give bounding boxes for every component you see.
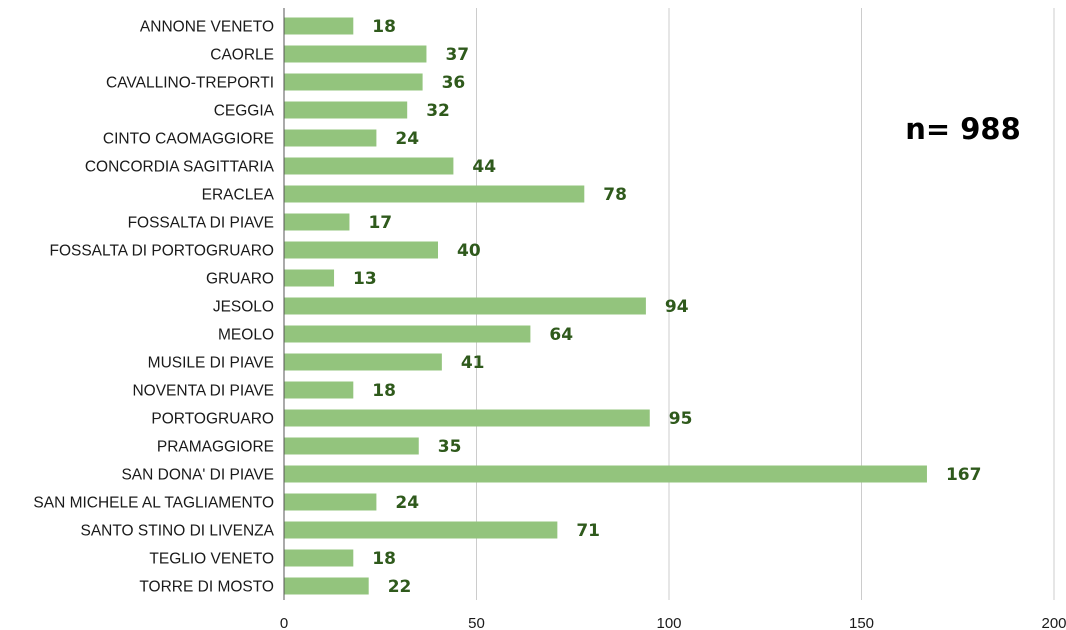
data-label: 40: [457, 241, 481, 261]
category-label: CAVALLINO-TREPORTI: [106, 75, 274, 92]
category-label: PRAMAGGIORE: [157, 439, 274, 456]
bar: [284, 549, 354, 567]
bar: [284, 241, 438, 259]
x-tick-label: 50: [468, 615, 485, 630]
category-label: CEGGIA: [214, 103, 275, 120]
category-label: SAN DONA' DI PIAVE: [121, 467, 274, 484]
data-label: 41: [461, 353, 485, 373]
category-label: TEGLIO VENETO: [149, 551, 274, 568]
data-label: 18: [372, 17, 396, 37]
bar: [284, 185, 585, 203]
category-label: FOSSALTA DI PIAVE: [128, 215, 274, 232]
data-label: 13: [353, 269, 377, 289]
category-label: FOSSALTA DI PORTOGRUARO: [49, 243, 274, 260]
x-tick-label: 100: [656, 615, 681, 630]
category-label: NOVENTA DI PIAVE: [132, 383, 274, 400]
category-label: MEOLO: [218, 327, 274, 344]
data-label: 17: [368, 213, 392, 233]
category-label: ERACLEA: [202, 187, 275, 204]
bar: [284, 101, 408, 119]
bar: [284, 73, 423, 91]
bar: [284, 17, 354, 35]
category-label: MUSILE DI PIAVE: [148, 355, 274, 372]
category-label: CAORLE: [210, 47, 274, 64]
bar: [284, 493, 377, 511]
data-label: 71: [576, 521, 600, 541]
data-labels: 18 37 36 32 24 44 78 17 40 13 94 64 41 18 95 35 167 24 71 1…: [353, 17, 981, 597]
data-label: 78: [603, 185, 627, 205]
data-label: 94: [665, 297, 689, 317]
data-label: 22: [388, 577, 412, 597]
category-label: SAN MICHELE AL TAGLIAMENTO: [33, 495, 274, 512]
category-label: TORRE DI MOSTO: [139, 579, 274, 596]
data-label: 18: [372, 381, 396, 401]
data-label: 44: [472, 157, 496, 177]
data-label: 24: [395, 493, 419, 513]
data-label: 18: [372, 549, 396, 569]
category-labels: ANNONE VENETO CAORLE CAVALLINO-TREPORTI CEG…: [33, 19, 274, 596]
data-label: 35: [438, 437, 462, 457]
category-label: JESOLO: [213, 299, 274, 316]
bar: [284, 213, 350, 231]
bar: [284, 297, 646, 315]
category-label: ANNONE VENETO: [140, 19, 274, 36]
bar: [284, 353, 442, 371]
category-label: SANTO STINO DI LIVENZA: [80, 523, 274, 540]
bar: [284, 409, 650, 427]
category-label: GRUARO: [206, 271, 274, 288]
bar: [284, 577, 369, 595]
x-axis-ticks: 0 50 100 150 200: [280, 615, 1066, 630]
x-tick-label: 0: [280, 615, 288, 630]
x-tick-label: 150: [849, 615, 874, 630]
data-label: 24: [395, 129, 419, 149]
bar: [284, 521, 558, 539]
data-label: 167: [946, 465, 982, 485]
x-tick-label: 200: [1041, 615, 1066, 630]
data-label: 32: [426, 101, 450, 121]
bar: [284, 269, 335, 287]
bars: [284, 17, 927, 595]
data-label: 37: [445, 45, 469, 65]
data-label: 64: [549, 325, 573, 345]
bar: [284, 381, 354, 399]
sample-size-annotation: n= 988: [905, 112, 1021, 146]
bar: [284, 129, 377, 147]
bar: [284, 157, 454, 175]
bar: [284, 45, 427, 63]
bar: [284, 325, 531, 343]
category-label: CONCORDIA SAGITTARIA: [85, 159, 275, 176]
data-label: 36: [442, 73, 466, 93]
category-label: CINTO CAOMAGGIORE: [103, 131, 274, 148]
bar: [284, 437, 419, 455]
bar: [284, 465, 927, 483]
data-label: 95: [669, 409, 693, 429]
category-label: PORTOGRUARO: [151, 411, 274, 428]
